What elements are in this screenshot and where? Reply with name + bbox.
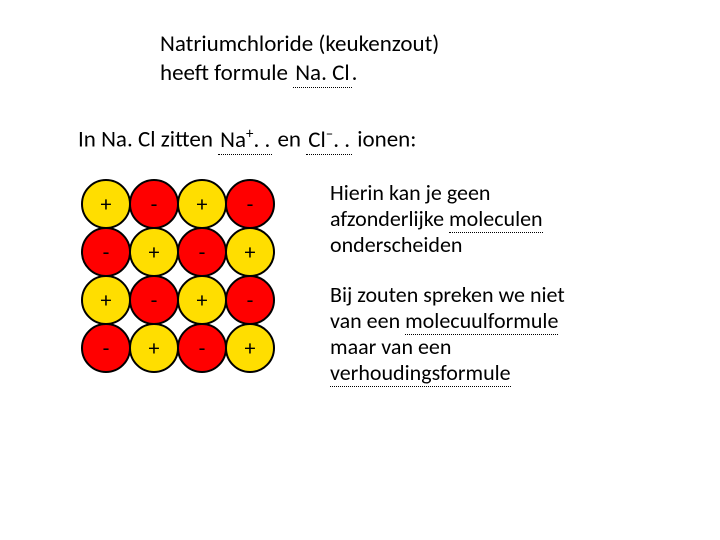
ion1-base: Na — [220, 126, 246, 154]
p2-line3: maar van een — [330, 334, 690, 360]
title-block: Natriumchloride (keukenzout) heeft formu… — [160, 30, 439, 88]
plus-label: + — [149, 239, 160, 266]
p2-b-pre: van een — [330, 307, 405, 334]
slide-canvas: Natriumchloride (keukenzout) heeft formu… — [0, 0, 720, 540]
minus-label: - — [103, 335, 110, 362]
minus-label: - — [247, 191, 254, 218]
ion2-after: . . — [333, 126, 350, 154]
p2-dotted1: molecuulformule — [405, 307, 558, 335]
title-line2: heeft formule Na. Cl. — [160, 59, 439, 88]
title-line2-prefix: heeft formule — [160, 59, 293, 87]
ion2-base: Cl — [308, 126, 326, 154]
ion-suffix: ionen: — [352, 126, 416, 154]
plus-label: + — [197, 287, 208, 314]
plus-label: + — [149, 335, 160, 362]
ion-line: In Na. Cl zitten Na+. . en Cl–. . ionen: — [78, 125, 416, 154]
formula: Na. Cl — [293, 59, 351, 88]
p1-line1: Hierin kan je geen — [330, 180, 690, 206]
explanation-block: Hierin kan je geen afzonderlijke molecul… — [330, 180, 690, 386]
ion1: Na+. . — [218, 126, 272, 155]
p2-line1: Bij zouten spreken we niet — [330, 282, 690, 308]
p1-line2: afzonderlijke moleculen — [330, 206, 690, 232]
minus-label: - — [151, 191, 158, 218]
minus-label: - — [151, 287, 158, 314]
title-line1: Natriumchloride (keukenzout) — [160, 30, 439, 59]
p1-b-pre: afzonderlijke — [330, 205, 449, 232]
minus-label: - — [103, 239, 110, 266]
lattice-svg: + - + - - + - + + - + - - + - + — [80, 178, 276, 374]
minus-label: - — [247, 287, 254, 314]
ion-mid: en — [272, 126, 306, 154]
p2-dotted2: verhoudingsformule — [330, 359, 511, 387]
plus-label: + — [101, 287, 112, 314]
ion-lattice: + - + - - + - + + - + - - + - + — [80, 178, 276, 374]
p2-line2: van een molecuulformule — [330, 308, 690, 334]
plus-label: + — [245, 239, 256, 266]
ion2: Cl–. . — [306, 126, 352, 155]
p1-dotted: moleculen — [449, 205, 543, 233]
p2: Bij zouten spreken we niet van een molec… — [330, 282, 690, 386]
plus-label: + — [197, 191, 208, 218]
minus-label: - — [199, 239, 206, 266]
title-period: . — [352, 59, 358, 87]
p1-line3: onderscheiden — [330, 232, 690, 258]
ion1-after: . . — [253, 126, 270, 154]
ion-prefix: In Na. Cl zitten — [78, 126, 218, 154]
minus-label: - — [199, 335, 206, 362]
plus-label: + — [245, 335, 256, 362]
plus-label: + — [101, 191, 112, 218]
p2-line4: verhoudingsformule — [330, 360, 690, 386]
